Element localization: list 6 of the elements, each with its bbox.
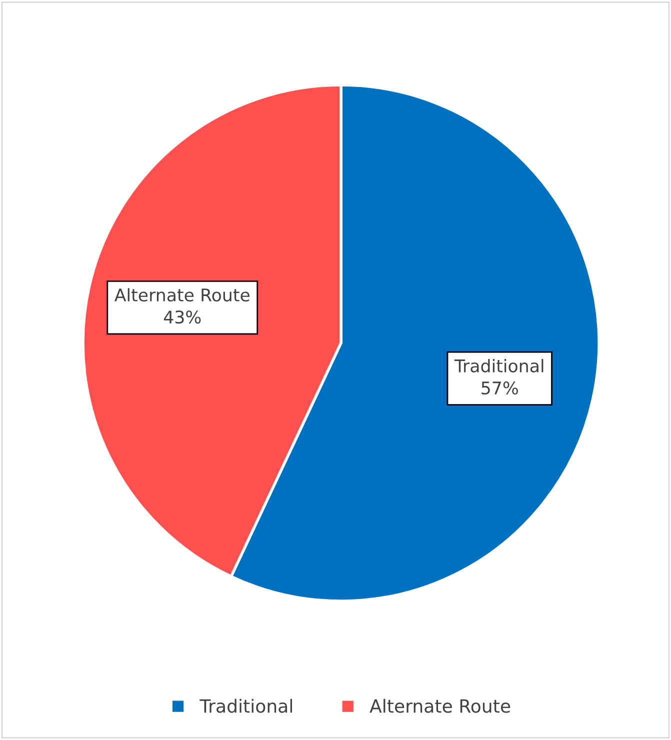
data-label: 57%	[482, 381, 518, 395]
legend-label: Alternate Route	[370, 698, 510, 713]
slice-label: Alternate Route	[114, 288, 250, 302]
slice-label: Traditional	[454, 359, 544, 372]
legend-label: Traditional	[200, 698, 292, 713]
data-label: 43%	[164, 310, 201, 324]
